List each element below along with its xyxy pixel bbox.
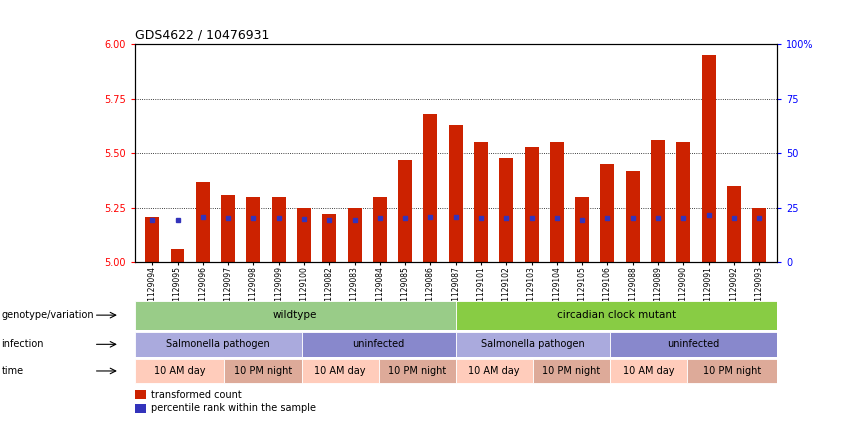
Bar bbox=[398, 160, 412, 262]
Bar bbox=[499, 158, 513, 262]
Bar bbox=[378, 359, 456, 383]
Bar bbox=[456, 300, 777, 330]
Text: 10 PM night: 10 PM night bbox=[703, 366, 761, 376]
Text: percentile rank within the sample: percentile rank within the sample bbox=[151, 404, 316, 414]
Bar bbox=[687, 359, 777, 383]
Bar bbox=[601, 164, 615, 262]
Bar bbox=[474, 143, 488, 262]
Bar bbox=[456, 332, 610, 357]
Bar bbox=[301, 332, 456, 357]
Bar bbox=[676, 143, 690, 262]
Bar bbox=[135, 332, 301, 357]
Text: 10 AM day: 10 AM day bbox=[469, 366, 520, 376]
Bar bbox=[135, 300, 456, 330]
Bar bbox=[301, 359, 378, 383]
Text: infection: infection bbox=[1, 339, 43, 349]
Text: 10 PM night: 10 PM night bbox=[542, 366, 601, 376]
Bar bbox=[753, 208, 766, 262]
Text: wildtype: wildtype bbox=[273, 310, 318, 320]
Bar bbox=[135, 359, 225, 383]
Bar bbox=[610, 332, 777, 357]
Bar bbox=[727, 186, 740, 262]
Text: Salmonella pathogen: Salmonella pathogen bbox=[166, 339, 270, 349]
Bar bbox=[297, 208, 311, 262]
Bar bbox=[626, 171, 640, 262]
Text: 10 AM day: 10 AM day bbox=[314, 366, 365, 376]
Bar bbox=[610, 359, 687, 383]
Bar bbox=[272, 197, 286, 262]
Text: transformed count: transformed count bbox=[151, 390, 241, 400]
Bar bbox=[701, 55, 715, 262]
Bar bbox=[171, 249, 185, 262]
Bar bbox=[524, 147, 538, 262]
Bar bbox=[424, 114, 437, 262]
Bar bbox=[247, 197, 260, 262]
Bar bbox=[575, 197, 589, 262]
Bar bbox=[135, 404, 146, 413]
Text: 10 PM night: 10 PM night bbox=[233, 366, 293, 376]
Text: uninfected: uninfected bbox=[352, 339, 404, 349]
Text: time: time bbox=[1, 366, 23, 376]
Bar bbox=[550, 143, 564, 262]
Text: uninfected: uninfected bbox=[667, 339, 720, 349]
Text: circadian clock mutant: circadian clock mutant bbox=[556, 310, 676, 320]
Text: genotype/variation: genotype/variation bbox=[1, 310, 94, 320]
Bar bbox=[449, 125, 463, 262]
Bar bbox=[373, 197, 387, 262]
Bar bbox=[533, 359, 610, 383]
Bar bbox=[196, 181, 210, 262]
Text: GDS4622 / 10476931: GDS4622 / 10476931 bbox=[135, 29, 269, 42]
Text: 10 PM night: 10 PM night bbox=[388, 366, 446, 376]
Text: Salmonella pathogen: Salmonella pathogen bbox=[481, 339, 585, 349]
Bar bbox=[135, 390, 146, 399]
Bar bbox=[456, 359, 533, 383]
Bar bbox=[347, 208, 361, 262]
Bar bbox=[221, 195, 235, 262]
Bar bbox=[322, 214, 336, 262]
Text: 10 AM day: 10 AM day bbox=[622, 366, 674, 376]
Bar bbox=[651, 140, 665, 262]
Bar bbox=[225, 359, 301, 383]
Text: 10 AM day: 10 AM day bbox=[154, 366, 205, 376]
Bar bbox=[145, 217, 159, 262]
